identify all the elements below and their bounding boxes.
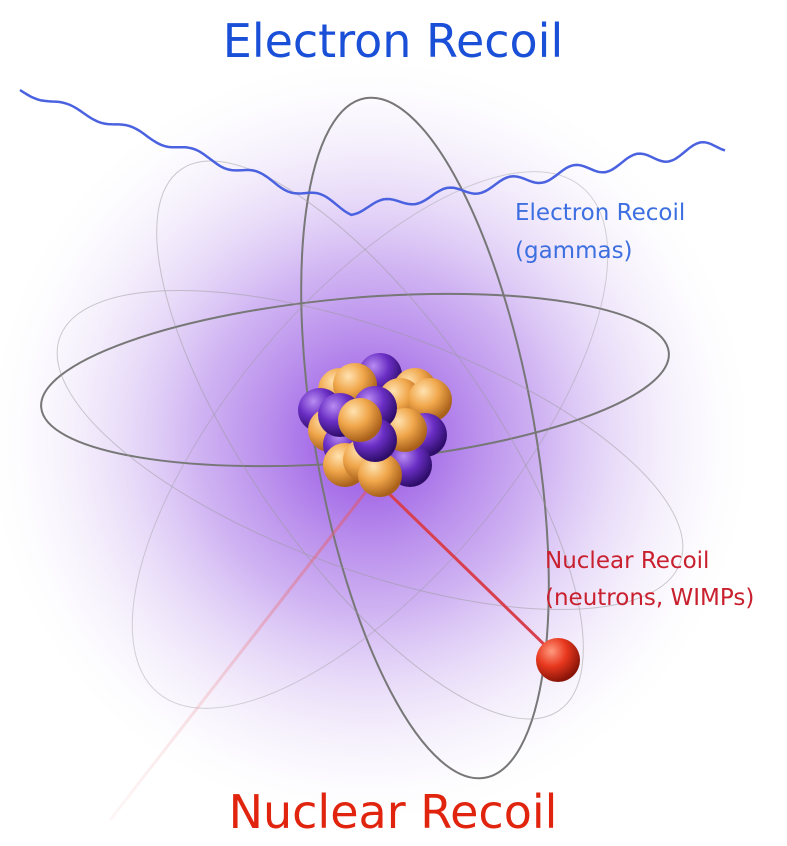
label: Electron Recoil [515,200,685,226]
neutron-out [373,478,557,657]
label: (gammas) [515,238,633,264]
neutron-in [108,479,377,821]
proton [358,453,402,497]
orbit [156,160,584,720]
footer-title: Nuclear Recoil [229,785,558,839]
orbit [56,289,684,611]
orbits [40,96,684,780]
orbit [300,96,550,780]
label: Nuclear Recoil [545,548,709,574]
proton [408,378,452,422]
title: Electron Recoil [223,14,564,68]
gamma-wave [19,88,726,217]
neutron [536,638,580,682]
label: (neutrons, WIMPs) [545,585,754,611]
proton [338,398,382,442]
orbit [131,171,609,709]
nucleus [298,353,452,497]
